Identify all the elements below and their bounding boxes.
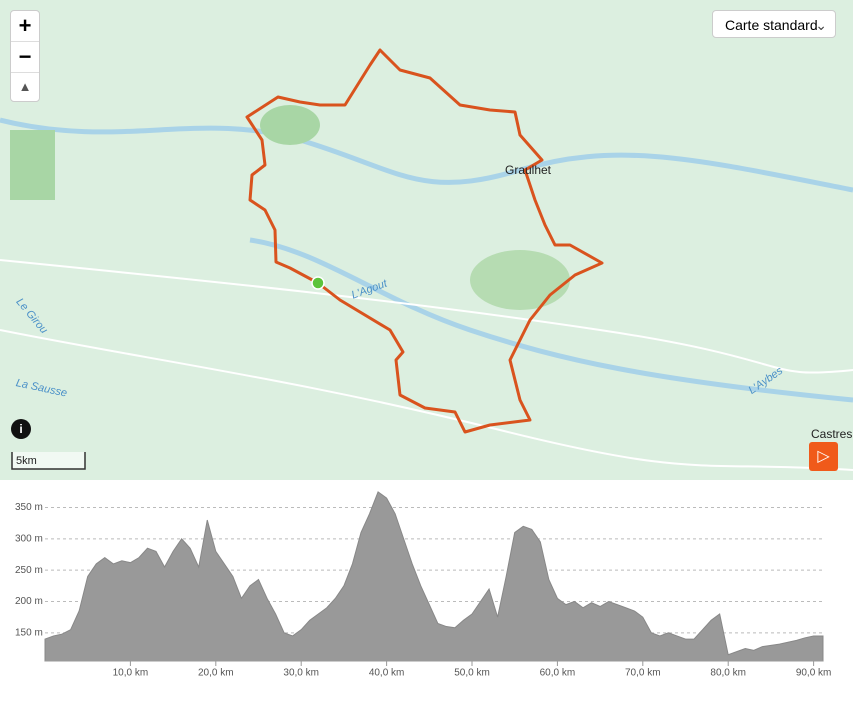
x-tick-label: 20,0 km <box>198 668 234 679</box>
place-label: Castres <box>811 427 852 441</box>
zoom-out[interactable]: − <box>11 41 39 72</box>
elevation-area <box>44 491 824 662</box>
map-background <box>0 0 853 480</box>
x-tick-label: 10,0 km <box>113 668 149 679</box>
y-tick-label: 350 m <box>15 502 43 513</box>
y-tick-label: 200 m <box>15 596 43 607</box>
x-tick-label: 70,0 km <box>625 668 661 679</box>
x-tick-label: 60,0 km <box>540 668 576 679</box>
x-tick-label: 40,0 km <box>369 668 405 679</box>
info-icon: i <box>19 422 22 436</box>
route <box>245 48 604 434</box>
play-button[interactable]: ▷ <box>809 442 838 471</box>
road <box>0 259 853 374</box>
forest <box>260 105 320 145</box>
x-tick-label: 30,0 km <box>283 668 319 679</box>
forest <box>10 130 55 200</box>
river-line <box>0 117 853 193</box>
zoom-in[interactable]: + <box>18 13 32 38</box>
x-tick-label: 50,0 km <box>454 668 490 679</box>
y-tick-label: 300 m <box>15 533 43 544</box>
map: Graulhet Castres Le Girou La Sausse L'Ag… <box>0 0 853 480</box>
river-line <box>249 237 853 403</box>
layer-selector-label: Carte standard <box>725 17 818 33</box>
start-marker <box>311 276 325 290</box>
scale-bar <box>11 452 86 470</box>
layer-selector[interactable]: Carte standard ⌄ <box>712 10 836 38</box>
compass[interactable]: ▲ <box>11 72 39 101</box>
zoom-controls: + − ▲ <box>10 10 40 102</box>
x-tick-label: 80,0 km <box>710 668 746 679</box>
x-tick-label: 90,0 km <box>796 668 832 679</box>
forest <box>470 250 570 310</box>
scale-label: 5km <box>16 455 37 467</box>
elevation-chart: 150 m 200 m 250 m 300 m 350 m 10,0 km 20,0 km 3… <box>15 491 832 679</box>
place-label: Graulhet <box>505 163 552 177</box>
y-tick-label: 250 m <box>15 565 43 576</box>
info-button[interactable] <box>11 419 31 439</box>
y-tick-label: 150 m <box>15 627 43 638</box>
